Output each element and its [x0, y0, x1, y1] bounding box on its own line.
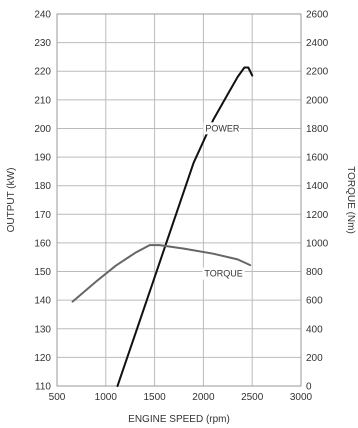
torque-label: TORQUE	[204, 269, 242, 279]
y-right-tick-label: 2600	[306, 10, 329, 21]
tick-labels: 500 1000 1500 2000 2500 300011012013014015016…	[34, 10, 328, 404]
x-axis-title: ENGINE SPEED (rpm)	[128, 414, 230, 425]
y-right-tick-label: 2000	[306, 95, 329, 106]
y-right-tick-label: 600	[306, 296, 323, 307]
x-tick-label: 2000	[192, 392, 215, 403]
y-right-tick-label: 0	[306, 382, 312, 393]
y-left-tick-label: 130	[34, 324, 51, 335]
annotation-background	[203, 122, 240, 135]
y-left-tick-label: 190	[34, 153, 51, 164]
power-line	[116, 66, 254, 387]
y-left-tick-label: 120	[34, 353, 51, 364]
x-tick-label: 500	[49, 392, 66, 403]
y-left-tick-label: 230	[34, 38, 51, 49]
y-left-tick-label: 220	[34, 67, 51, 78]
x-tick-label: 2500	[241, 392, 264, 403]
y-axis-right-title: TORQUE (Nm)	[345, 166, 356, 234]
annotation-background	[202, 267, 245, 280]
series-lines	[71, 66, 254, 387]
x-tick-label: 1000	[95, 392, 118, 403]
y-right-tick-label: 1600	[306, 153, 329, 164]
y-right-tick-label: 2400	[306, 38, 329, 49]
y-left-tick-label: 200	[34, 124, 51, 135]
series-annotations: POWER TORQUE	[202, 122, 245, 280]
y-axis-left-title: OUTPUT (kW)	[6, 168, 17, 233]
y-right-tick-label: 800	[306, 267, 323, 278]
torque-line	[71, 244, 252, 303]
y-left-tick-label: 140	[34, 296, 51, 307]
y-left-tick-label: 210	[34, 95, 51, 106]
y-right-tick-label: 1400	[306, 181, 329, 192]
x-tick-label: 1500	[143, 392, 166, 403]
y-right-tick-label: 1000	[306, 238, 329, 249]
y-right-tick-label: 400	[306, 324, 323, 335]
y-right-tick-label: 2200	[306, 67, 329, 78]
y-left-tick-label: 180	[34, 181, 51, 192]
y-left-tick-label: 150	[34, 267, 51, 278]
y-left-tick-label: 240	[34, 10, 51, 21]
grid	[56, 13, 302, 387]
y-left-tick-label: 170	[34, 210, 51, 221]
y-right-tick-label: 200	[306, 353, 323, 364]
y-left-tick-label: 110	[35, 382, 51, 393]
plot-frame	[56, 13, 302, 387]
power-label: POWER	[205, 123, 240, 133]
x-tick-label: 3000	[290, 392, 313, 403]
y-right-tick-label: 1800	[306, 124, 329, 135]
y-left-tick-label: 160	[34, 238, 51, 249]
y-right-tick-label: 1200	[306, 210, 329, 221]
